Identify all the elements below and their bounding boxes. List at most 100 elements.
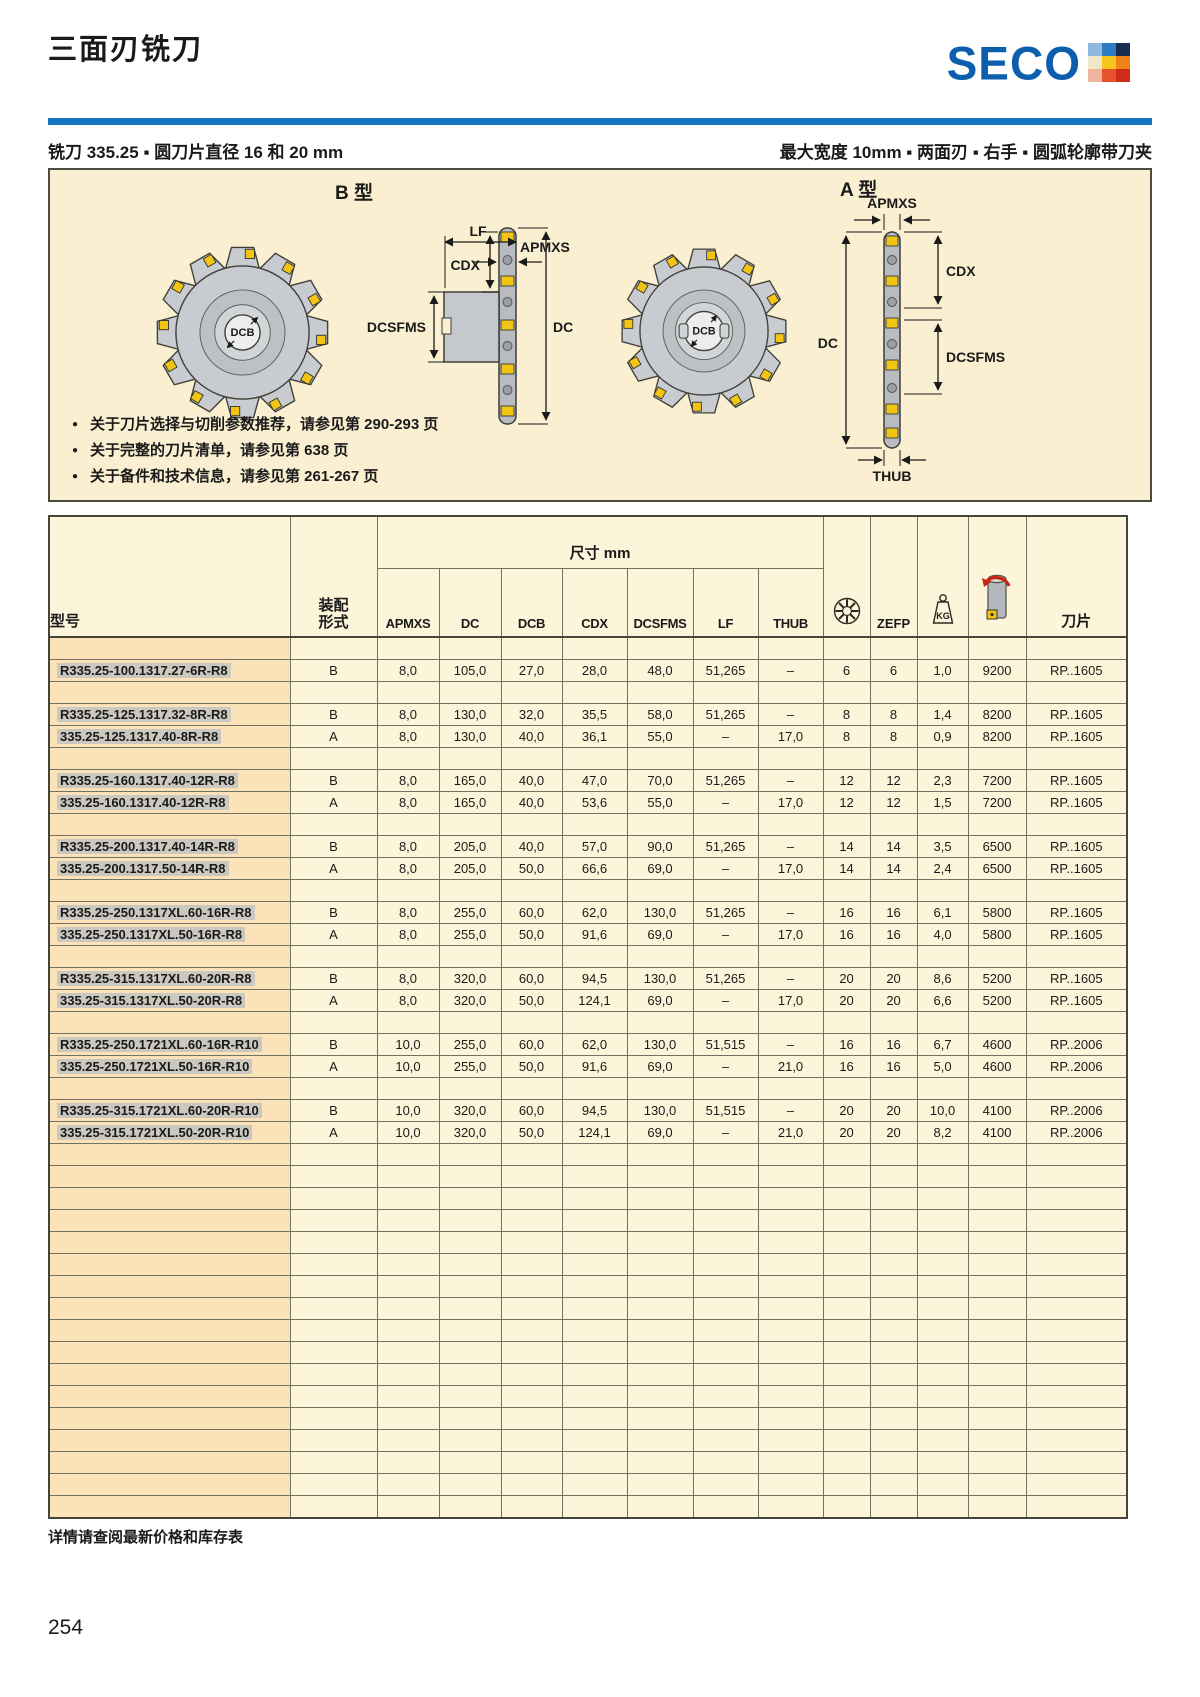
cdx-cell: 124,1 bbox=[561, 989, 628, 1012]
thub-cell bbox=[757, 1187, 824, 1210]
model-cell bbox=[48, 747, 291, 770]
dc-cell: 320,0 bbox=[438, 989, 502, 1012]
model-cell bbox=[48, 1473, 291, 1496]
insert-cell bbox=[1025, 1143, 1128, 1166]
z-cell bbox=[822, 1495, 871, 1519]
z-cell bbox=[822, 879, 871, 902]
cdx-cell bbox=[561, 945, 628, 968]
apmxs-cell bbox=[376, 636, 440, 660]
kg-cell: 6,7 bbox=[916, 1033, 969, 1056]
table-row: R335.25-200.1317.40-14R-R8 B 8,0 205,0 40,0 5… bbox=[48, 835, 1128, 858]
dcb-cell bbox=[500, 1165, 563, 1188]
lf-cell bbox=[692, 1011, 759, 1034]
bullet-icon bbox=[72, 438, 90, 464]
type-a-section-drawing: APMXS DC CDX DCSFMS THUB bbox=[818, 195, 1005, 484]
apmxs-cell bbox=[376, 1363, 440, 1386]
zefp-cell bbox=[869, 1077, 918, 1100]
kg-cell bbox=[916, 879, 969, 902]
apmxs-cell bbox=[376, 747, 440, 770]
cdx-cell bbox=[561, 879, 628, 902]
kg-cell bbox=[916, 1473, 969, 1496]
lf-cell bbox=[692, 1209, 759, 1232]
kg-cell bbox=[916, 1143, 969, 1166]
zefp-cell bbox=[869, 681, 918, 704]
zefp-cell bbox=[869, 1385, 918, 1408]
dcsfms-cell bbox=[626, 1165, 694, 1188]
rpm-cell: 5800 bbox=[967, 923, 1027, 946]
lf-cell bbox=[692, 1275, 759, 1298]
logo-mosaic-square bbox=[1116, 56, 1130, 69]
dcsfms-cell bbox=[626, 1495, 694, 1519]
dcb-cell: 50,0 bbox=[500, 1121, 563, 1144]
mount-cell bbox=[289, 879, 378, 902]
kg-cell bbox=[916, 1187, 969, 1210]
model-cell bbox=[48, 1319, 291, 1342]
dcb-cell bbox=[500, 1429, 563, 1452]
dcb-cell bbox=[500, 1341, 563, 1364]
mount-cell: B bbox=[289, 769, 378, 792]
cdx-cell: 57,0 bbox=[561, 835, 628, 858]
rpm-cell bbox=[967, 681, 1027, 704]
dc-cell bbox=[438, 945, 502, 968]
apmxs-cell bbox=[376, 1341, 440, 1364]
apmxs-cell: 10,0 bbox=[376, 1055, 440, 1078]
type-b-cutter-drawing: DCB bbox=[156, 246, 329, 419]
col-header-apmxs: APMXS bbox=[376, 568, 440, 638]
empty-row bbox=[48, 1363, 1128, 1386]
rpm-cell bbox=[967, 1385, 1027, 1408]
lf-cell: 51,265 bbox=[692, 901, 759, 924]
thub-cell: 17,0 bbox=[757, 725, 824, 748]
rpm-cell bbox=[967, 1253, 1027, 1276]
rpm-cell bbox=[967, 945, 1027, 968]
model-cell: R335.25-125.1317.32-8R-R8 bbox=[48, 703, 291, 726]
dim-label-apmxs: APMXS bbox=[867, 195, 917, 211]
dcb-cell bbox=[500, 879, 563, 902]
rpm-cell bbox=[967, 1011, 1027, 1034]
empty-row bbox=[48, 1253, 1128, 1276]
mount-cell: A bbox=[289, 989, 378, 1012]
dim-label-thub: THUB bbox=[873, 468, 912, 484]
rpm-cell: 5200 bbox=[967, 967, 1027, 990]
empty-row bbox=[48, 879, 1128, 902]
table-row: 335.25-315.1317XL.50-20R-R8 A 8,0 320,0 50,0… bbox=[48, 989, 1128, 1012]
dc-cell: 255,0 bbox=[438, 1033, 502, 1056]
lf-cell: – bbox=[692, 989, 759, 1012]
rpm-cell: 4100 bbox=[967, 1099, 1027, 1122]
dim-label-dcsfms: DCSFMS bbox=[946, 349, 1005, 365]
kg-cell bbox=[916, 813, 969, 836]
zefp-cell bbox=[869, 1363, 918, 1386]
insert-cell bbox=[1025, 1407, 1128, 1430]
cdx-cell bbox=[561, 1275, 628, 1298]
dc-cell bbox=[438, 1473, 502, 1496]
dc-cell bbox=[438, 1143, 502, 1166]
z-cell bbox=[822, 1297, 871, 1320]
apmxs-cell: 10,0 bbox=[376, 1099, 440, 1122]
z-cell bbox=[822, 1231, 871, 1254]
col-header-mount-type: 装配 形式 bbox=[289, 515, 378, 638]
model-cell bbox=[48, 1297, 291, 1320]
apmxs-cell: 8,0 bbox=[376, 923, 440, 946]
dcsfms-cell bbox=[626, 1451, 694, 1474]
kg-cell: 1,0 bbox=[916, 659, 969, 682]
z-cell bbox=[822, 1363, 871, 1386]
cdx-cell bbox=[561, 747, 628, 770]
empty-row bbox=[48, 1319, 1128, 1342]
dim-label-cdx: CDX bbox=[946, 263, 976, 279]
reference-notes: 关于刀片选择与切削参数推荐，请参见第 290-293 页 关于完整的刀片清单，请… bbox=[72, 412, 438, 490]
mount-cell bbox=[289, 1495, 378, 1519]
mount-cell bbox=[289, 1253, 378, 1276]
model-cell bbox=[48, 1231, 291, 1254]
cdx-cell bbox=[561, 681, 628, 704]
dcb-cell: 50,0 bbox=[500, 857, 563, 880]
dcb-cell: 60,0 bbox=[500, 967, 563, 990]
note-item: 关于备件和技术信息，请参见第 261-267 页 bbox=[72, 464, 438, 490]
lf-cell bbox=[692, 1231, 759, 1254]
dcb-cell bbox=[500, 681, 563, 704]
col-header-dcb: DCB bbox=[500, 568, 563, 638]
cdx-cell: 94,5 bbox=[561, 1099, 628, 1122]
model-cell bbox=[48, 1341, 291, 1364]
zefp-cell: 16 bbox=[869, 923, 918, 946]
mount-cell bbox=[289, 1209, 378, 1232]
mount-cell bbox=[289, 1451, 378, 1474]
mount-cell bbox=[289, 1187, 378, 1210]
